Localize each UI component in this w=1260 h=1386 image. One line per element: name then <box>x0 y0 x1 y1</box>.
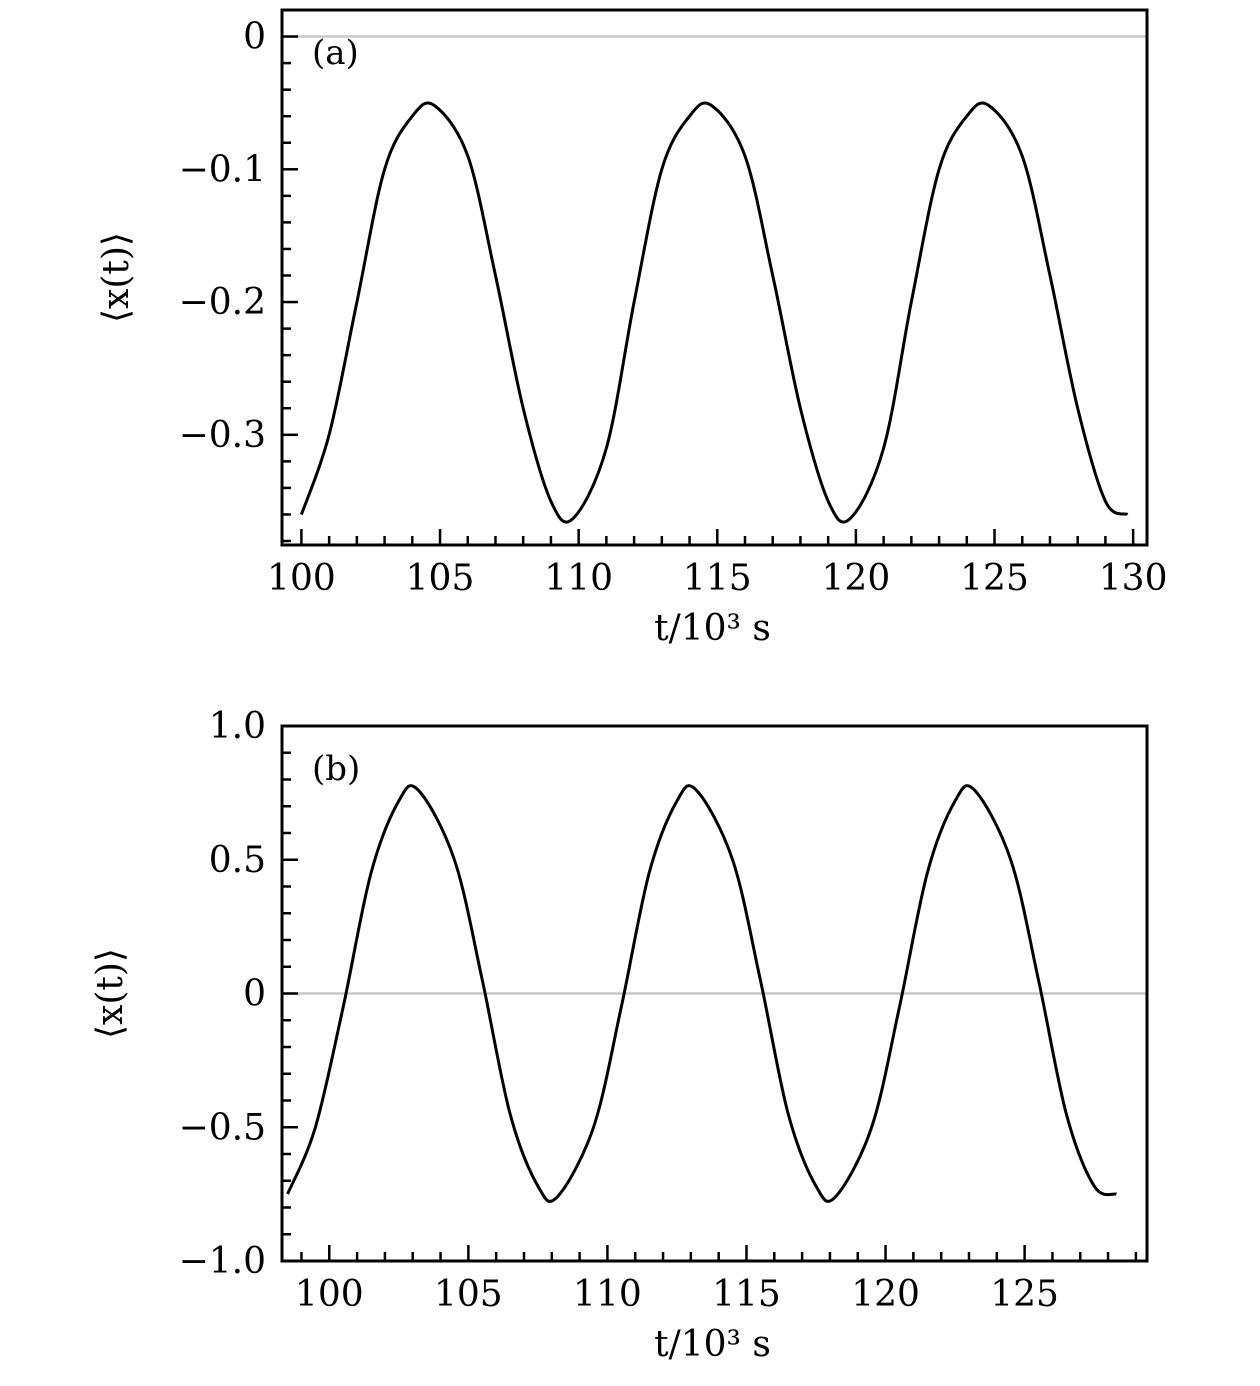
panel-a-y-tick-label: −0.2 <box>179 282 266 323</box>
panel-b-x-tick-label: 115 <box>712 1274 781 1315</box>
panel-a-x-tick-label: 115 <box>683 558 752 599</box>
panel-a-x-tick-label: 105 <box>406 558 475 599</box>
panel-a-y-tick-label: −0.3 <box>179 415 266 456</box>
panel-a-x-tick-label: 125 <box>960 558 1029 599</box>
panel-b-series-line <box>286 784 1117 1203</box>
panel-b-y-axis-label: ⟨x(t)⟩ <box>90 948 131 1039</box>
panel-b-x-tick-label: 100 <box>295 1274 364 1315</box>
panel-b-x-tick-label: 125 <box>990 1274 1059 1315</box>
panel-a-x-tick-label: 120 <box>822 558 891 599</box>
panel-b-chart: 100 105 110 115 120 125 1.0 0.5 0 −0.5 −1.0 (b) t/10… <box>90 706 1149 1365</box>
panel-a-x-axis-label: t/10³ s <box>654 608 771 649</box>
panel-a-x-tick-label: 100 <box>267 558 336 599</box>
panel-b-x-tick-label: 105 <box>434 1274 503 1315</box>
panel-a-plot-frame <box>280 8 1149 547</box>
panel-a-x-tick-label: 130 <box>1099 558 1168 599</box>
panel-a-y-axis-label: ⟨x(t)⟩ <box>96 232 137 323</box>
panel-b-y-tick-label: 0.5 <box>209 840 266 881</box>
panel-b-x-tick-label: 110 <box>573 1274 642 1315</box>
panel-a-series-line <box>299 101 1129 524</box>
panel-b-x-axis-label: t/10³ s <box>654 1324 771 1365</box>
panel-b-y-tick-label: −1.0 <box>179 1241 266 1282</box>
panel-b-panel-label: (b) <box>312 749 360 789</box>
panel-a-y-tick-label: 0 <box>243 17 266 58</box>
panel-b-y-tick-label: 0 <box>243 974 266 1015</box>
panel-b-plot-frame <box>280 724 1149 1263</box>
panel-b-x-tick-label: 120 <box>851 1274 920 1315</box>
panel-a-chart: 100 105 110 115 120 125 130 0 −0.1 −0.2 −0.3 (a) t/1… <box>96 8 1168 649</box>
panel-a-y-tick-label: −0.1 <box>179 149 266 190</box>
panel-b-y-tick-label: 1.0 <box>209 706 266 747</box>
panel-a-x-tick-label: 110 <box>544 558 613 599</box>
panel-a-panel-label: (a) <box>312 33 359 73</box>
panel-b-y-tick-label: −0.5 <box>179 1107 266 1148</box>
